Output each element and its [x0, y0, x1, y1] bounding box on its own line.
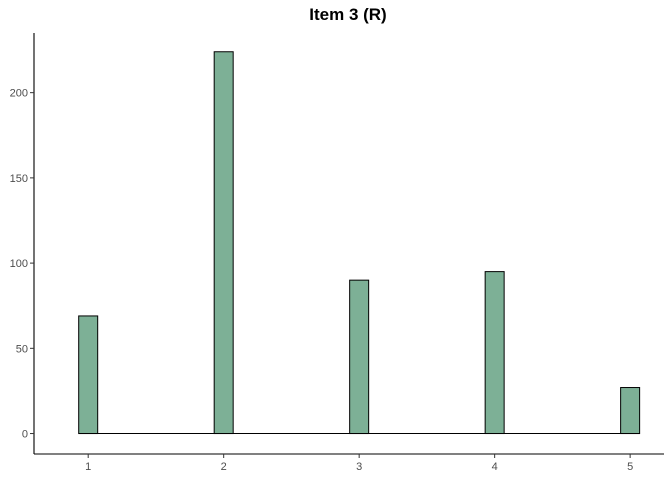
x-tick-label-5: 5: [627, 461, 633, 473]
chart-title: Item 3 (R): [309, 5, 387, 24]
x-tick-label-3: 3: [356, 461, 362, 473]
bar-3: [349, 279, 370, 435]
x-tick-label-2: 2: [221, 461, 227, 473]
axes-layer: [33, 33, 664, 455]
bars-layer: [78, 51, 641, 435]
y-tick-label-0: 0: [22, 429, 28, 441]
bar-5: [620, 387, 641, 435]
y-tick-label-150: 150: [10, 173, 28, 185]
x-tick-label-4: 4: [492, 461, 498, 473]
y-tick-label-100: 100: [10, 258, 28, 270]
x-tick-label-1: 1: [85, 461, 91, 473]
bar-2: [213, 51, 234, 435]
bar-4: [484, 271, 505, 435]
ticks-layer: 0 50 100 150 200 1 2 3 4 5: [10, 88, 634, 473]
bar-1: [78, 315, 99, 435]
y-tick-label-200: 200: [10, 88, 28, 100]
y-tick-label-50: 50: [16, 343, 28, 355]
